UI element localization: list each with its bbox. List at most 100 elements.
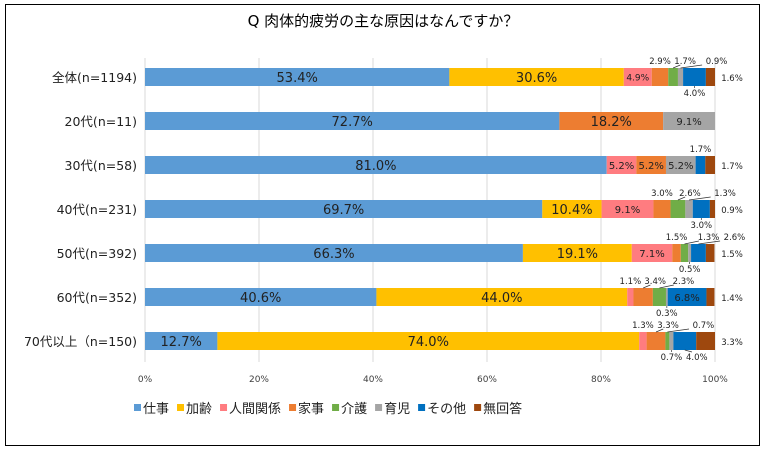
bar-segment xyxy=(709,200,715,218)
legend-item: 加齢 xyxy=(177,402,212,417)
chart-title: Q 肉体的疲労の主な原因はなんですか？ xyxy=(248,12,519,30)
data-label: 30.6% xyxy=(516,71,557,86)
bar-segment xyxy=(542,200,602,218)
data-label: 6.8% xyxy=(674,293,699,304)
leader-line xyxy=(667,328,690,333)
bar-segment xyxy=(665,288,668,306)
data-label: 81.0% xyxy=(355,159,396,174)
data-label: 1.7% xyxy=(721,162,743,172)
bar-segment xyxy=(145,332,218,350)
data-label: 19.1% xyxy=(557,247,598,262)
data-label: 3.3% xyxy=(721,338,743,348)
legend-item: 介護 xyxy=(332,401,367,417)
bar-segment xyxy=(705,68,715,86)
data-label: 2.6% xyxy=(724,233,746,243)
data-label: 3.4% xyxy=(644,277,666,287)
bar-segment xyxy=(601,200,654,218)
data-label: 3.0% xyxy=(651,189,673,199)
data-label: 4.0% xyxy=(684,89,706,99)
data-label: 10.4% xyxy=(551,203,592,218)
bar-segment xyxy=(705,156,715,174)
data-label: 3.3% xyxy=(657,321,679,331)
legend-swatch xyxy=(220,404,228,411)
bar-segment xyxy=(696,332,715,350)
leader-line xyxy=(655,328,664,333)
data-label: 72.7% xyxy=(332,115,373,130)
bar-segment xyxy=(217,332,640,350)
category-label: 60代(n=352) xyxy=(57,290,137,305)
legend-swatch xyxy=(474,404,482,411)
x-tick-label: 80% xyxy=(591,375,611,385)
x-tick-label: 0% xyxy=(138,375,153,385)
leader-line xyxy=(689,196,711,201)
legend-item: 育児 xyxy=(375,401,410,417)
data-label: 1.4% xyxy=(721,294,743,304)
data-label: 0.7% xyxy=(693,321,715,331)
bar-segment xyxy=(522,244,632,262)
legend-swatch xyxy=(177,404,185,411)
bar-segment xyxy=(145,288,377,306)
category-label: 40代(n=231) xyxy=(57,202,137,217)
data-label: 0.9% xyxy=(721,206,743,216)
data-label: 74.0% xyxy=(408,335,449,350)
bar-segment xyxy=(665,332,670,350)
data-label: 5.2% xyxy=(609,161,634,172)
bar-segment xyxy=(695,156,706,174)
bar-segment xyxy=(653,200,671,218)
data-label: 44.0% xyxy=(481,291,522,306)
x-tick-label: 40% xyxy=(363,375,383,385)
leader-line xyxy=(698,240,721,245)
data-label: 4.0% xyxy=(686,353,708,363)
legend-label: 無回答 xyxy=(483,401,522,417)
bar-segment xyxy=(705,244,715,262)
bar-segment xyxy=(672,244,681,262)
data-label: 53.4% xyxy=(277,71,318,86)
leader-line xyxy=(672,64,681,69)
leader-line xyxy=(684,349,693,353)
legend-swatch xyxy=(375,404,383,411)
data-label: 12.7% xyxy=(161,335,202,350)
data-label: 0.9% xyxy=(706,57,728,67)
category-label: 70代以上（n=150) xyxy=(24,334,137,349)
bar-segment xyxy=(145,156,607,174)
data-label: 1.3% xyxy=(632,321,654,331)
data-label: 0.3% xyxy=(656,309,678,319)
data-label: 69.7% xyxy=(323,203,364,218)
bar-segment xyxy=(663,112,715,130)
bar-segment xyxy=(706,288,715,306)
x-tick-label: 20% xyxy=(249,375,269,385)
data-label: 18.2% xyxy=(591,115,632,130)
data-label: 5.2% xyxy=(668,161,693,172)
bar-segment xyxy=(652,288,666,306)
bar-segment xyxy=(145,200,543,218)
bar-segment xyxy=(145,68,450,86)
bar-segment xyxy=(646,332,666,350)
data-label: 4.9% xyxy=(626,73,649,83)
bar-segment xyxy=(623,68,652,86)
bar-segment xyxy=(651,68,669,86)
bar-segment xyxy=(669,332,674,350)
legend-label: 介護 xyxy=(341,401,367,417)
data-label: 0.5% xyxy=(679,265,701,275)
bar-segment xyxy=(670,200,686,218)
bar-segment xyxy=(677,68,684,86)
data-label: 1.5% xyxy=(666,233,688,243)
legend-item: 人間関係 xyxy=(220,402,281,417)
legend-swatch xyxy=(332,404,340,411)
bar-segment xyxy=(627,288,634,306)
bar-segment xyxy=(692,200,710,218)
data-label: 9.1% xyxy=(615,205,640,216)
bar-segment xyxy=(668,68,678,86)
data-label: 1.7% xyxy=(674,57,696,67)
leader-line xyxy=(680,64,703,69)
bar-segment xyxy=(673,332,697,350)
data-label: 2.9% xyxy=(649,57,671,67)
data-label: 1.7% xyxy=(690,145,712,155)
data-label: 1.5% xyxy=(721,250,743,260)
legend-label: 加齢 xyxy=(186,402,212,417)
leader-line xyxy=(684,240,699,245)
leader-line xyxy=(677,196,686,201)
legend-swatch xyxy=(289,404,297,411)
bar-segment xyxy=(631,244,673,262)
